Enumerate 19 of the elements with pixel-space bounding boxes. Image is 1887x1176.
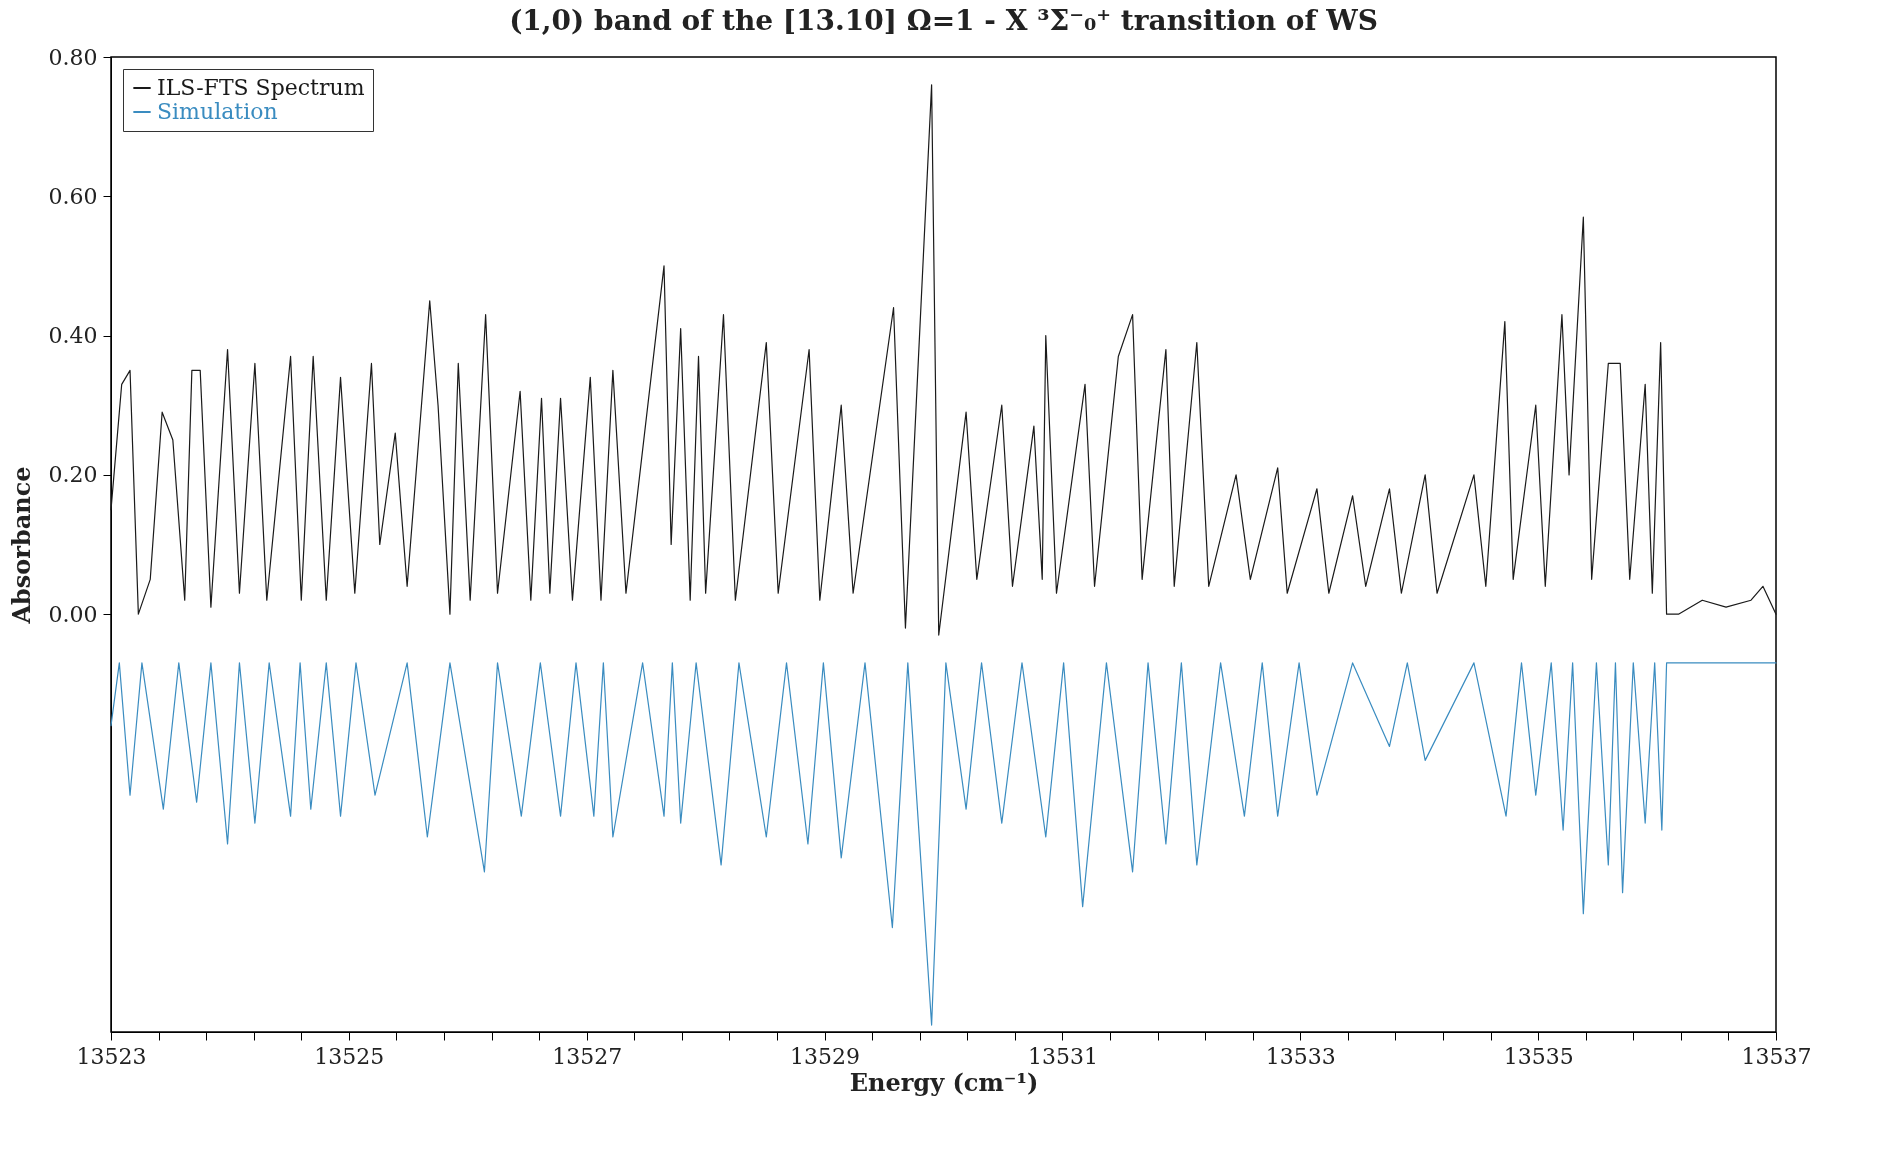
- x-tick-label: 13537: [1741, 1043, 1812, 1069]
- x-tick-label: 13529: [790, 1043, 861, 1069]
- y-tick-label: 0.80: [48, 44, 98, 70]
- x-tick-label: 13535: [1503, 1043, 1574, 1069]
- y-tick-label: 0.20: [48, 462, 98, 488]
- x-tick-label: 13527: [552, 1043, 623, 1069]
- y-axis-title: Absorbance: [6, 466, 36, 625]
- y-tick-label: 0.00: [48, 601, 98, 627]
- line-series: [110, 662, 1777, 1026]
- y-tick-label: 0.60: [48, 183, 98, 209]
- x-axis-title: Energy (cm⁻¹): [849, 1067, 1039, 1097]
- legend-label: ILS-FTS Spectrum: [157, 75, 365, 100]
- legend-label: Simulation: [157, 99, 278, 124]
- x-tick-label: 13531: [1027, 1043, 1098, 1069]
- chart-title: (1,0) band of the [13.10] Ω=1 - X ³Σ⁻₀⁺ transition of WS: [509, 4, 1378, 37]
- y-tick-label: 0.40: [48, 323, 98, 349]
- x-tick-label: 13533: [1265, 1043, 1336, 1069]
- x-tick-label: 13525: [314, 1043, 385, 1069]
- x-tick-label: 13523: [76, 1043, 147, 1069]
